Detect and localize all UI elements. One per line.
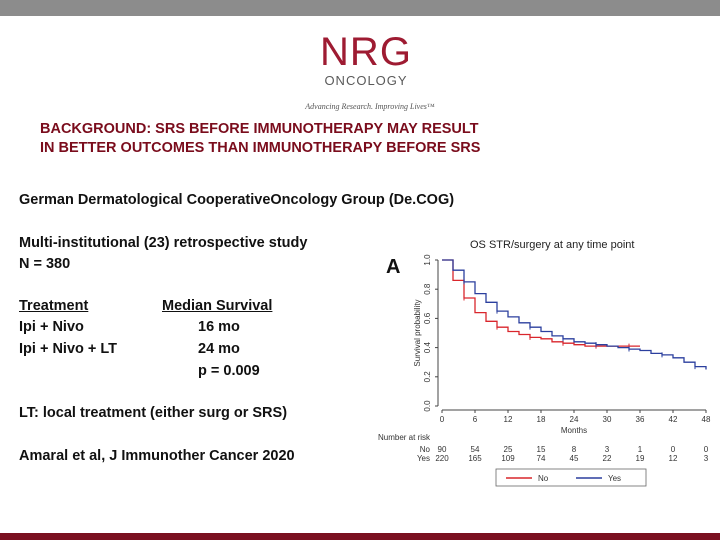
lt-note: LT: local treatment (either surg or SRS) [19, 405, 288, 421]
logo-tagline: Advancing Research. Improving Lives™ [305, 102, 435, 111]
risk-value: 19 [636, 454, 645, 463]
risk-value: 90 [438, 445, 447, 454]
citation: Amaral et al, J Immunother Cancer 2020 [19, 448, 295, 464]
table-header-treatment: Treatment [19, 298, 89, 314]
p-value: p = 0.009 [198, 363, 260, 379]
slide-title-line-2: IN BETTER OUTCOMES THAN IMMUNOTHERAPY BE… [40, 140, 481, 156]
x-tick-label: 30 [603, 415, 612, 424]
risk-value: 0 [704, 445, 709, 454]
risk-value: 0 [671, 445, 676, 454]
risk-value: 25 [504, 445, 513, 454]
risk-value: 74 [537, 454, 546, 463]
y-tick-label: 0.8 [423, 283, 432, 295]
x-tick-label: 6 [473, 415, 478, 424]
legend-box [495, 468, 647, 487]
legend-label-no: No [538, 474, 549, 483]
y-tick-label: 1.0 [423, 254, 432, 266]
risk-value: 3 [605, 445, 610, 454]
logo-brand: NRG [320, 30, 412, 74]
risk-value: 109 [501, 454, 515, 463]
risk-value: 165 [468, 454, 482, 463]
panel-label: A [386, 256, 400, 278]
risk-row-label: No [420, 445, 431, 454]
x-tick-label: 18 [537, 415, 546, 424]
survival-curve-yes [442, 259, 707, 370]
logo-sub: ONCOLOGY [324, 73, 408, 88]
y-tick-label: 0.0 [423, 400, 432, 412]
x-tick-label: 42 [669, 415, 678, 424]
y-tick-label: 0.4 [423, 341, 432, 353]
table-row-2-median: 24 mo [198, 341, 240, 357]
risk-value: 45 [570, 454, 579, 463]
nrg-oncology-logo: NRG ONCOLOGY [296, 32, 436, 89]
slide-title-line-1: BACKGROUND: SRS BEFORE IMMUNOTHERAPY MAY… [40, 121, 479, 137]
risk-value: 15 [537, 445, 546, 454]
risk-table-title: Number at risk [378, 433, 431, 442]
y-tick-label: 0.2 [423, 371, 432, 383]
sample-size: N = 380 [19, 256, 71, 272]
bottom-bar [0, 533, 720, 540]
risk-value: 220 [435, 454, 449, 463]
risk-value: 8 [572, 445, 577, 454]
y-axis-label: Survival probability [413, 299, 422, 366]
table-header-median: Median Survival [162, 298, 273, 314]
group-name: German Dermatological CooperativeOncolog… [19, 192, 455, 208]
top-bar [0, 0, 720, 16]
x-tick-label: 0 [440, 415, 445, 424]
survival-curve-no [442, 259, 640, 347]
legend-label-yes: Yes [608, 474, 621, 483]
risk-value: 22 [603, 454, 612, 463]
study-description: Multi-institutional (23) retrospective s… [19, 235, 308, 251]
x-tick-label: 12 [504, 415, 513, 424]
x-axis-label: Months [561, 426, 587, 435]
table-row-1-treatment: Ipi + Nivo [19, 319, 84, 335]
table-row-1-median: 16 mo [198, 319, 240, 335]
x-tick-label: 36 [636, 415, 645, 424]
y-tick-label: 0.6 [423, 312, 432, 324]
slide-title: BACKGROUND: SRS BEFORE IMMUNOTHERAPY MAY… [40, 120, 640, 158]
x-tick-label: 24 [570, 415, 579, 424]
chart-title: OS STR/surgery at any time point [470, 239, 634, 251]
risk-value: 3 [704, 454, 709, 463]
x-tick-label: 48 [702, 415, 711, 424]
risk-value: 1 [638, 445, 643, 454]
km-survival-chart: A OS STR/surgery at any time point 0.0 0.2 0… [378, 239, 711, 487]
risk-value: 54 [471, 445, 480, 454]
table-row-2-treatment: Ipi + Nivo + LT [19, 341, 118, 357]
risk-row-label: Yes [417, 454, 430, 463]
risk-value: 12 [669, 454, 678, 463]
km-figure: A OS STR/surgery at any time point 0.0 0.2 0… [378, 228, 715, 490]
